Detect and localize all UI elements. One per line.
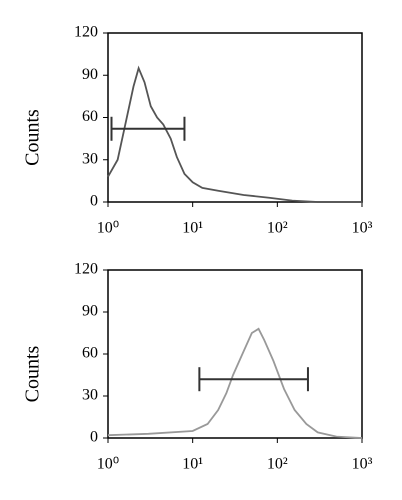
x-tick-label: 10⁰: [97, 220, 119, 237]
y-tick-label: 120: [74, 261, 98, 278]
y-tick-label: 120: [74, 24, 98, 41]
x-tick-label: 10²: [267, 456, 288, 473]
y-tick-label: 30: [82, 387, 98, 404]
y-tick-label: 0: [90, 429, 98, 446]
x-tick-label: 10⁰: [97, 456, 119, 473]
y-axis-label: Counts: [22, 109, 44, 166]
plot-frame: [107, 32, 363, 203]
x-tick-label: 10¹: [182, 220, 203, 237]
plot-frame: [107, 269, 363, 439]
histogram-line: [107, 65, 362, 203]
y-tick-label: 90: [82, 66, 98, 83]
x-tick-label: 10¹: [182, 456, 203, 473]
y-tick-label: 60: [82, 108, 98, 125]
x-tick-label: 10²: [267, 220, 288, 237]
y-tick-label: 60: [82, 345, 98, 362]
y-tick-label: 90: [82, 303, 98, 320]
y-axis-label: Counts: [22, 345, 44, 402]
x-tick-label: 10³: [352, 456, 373, 473]
histogram-line: [107, 327, 363, 439]
y-tick-label: 30: [82, 150, 98, 167]
y-tick-label: 0: [90, 193, 98, 210]
x-tick-label: 10³: [352, 220, 373, 237]
